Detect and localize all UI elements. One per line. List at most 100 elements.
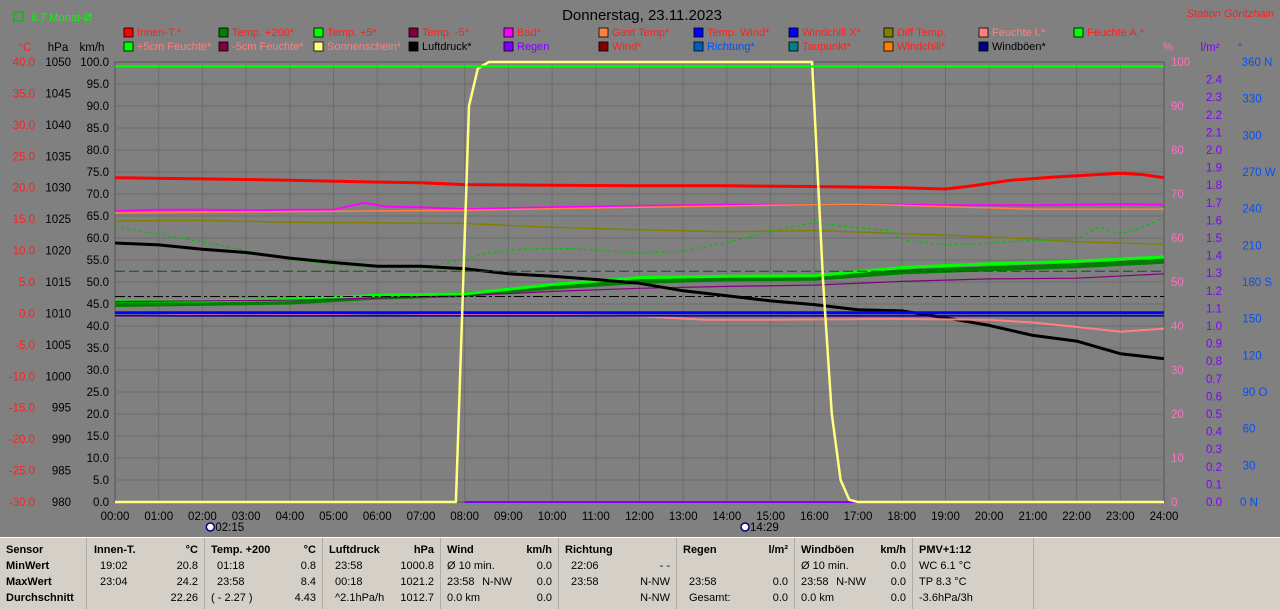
tick-label-rain: 0.6 xyxy=(1206,391,1222,403)
chart-title: Donnerstag, 23.11.2023 xyxy=(562,7,722,24)
legend-swatch[interactable] xyxy=(123,27,134,38)
tick-label-rain: 1.6 xyxy=(1206,215,1222,227)
legend-swatch[interactable] xyxy=(408,41,419,52)
tick-label-rain: 1.9 xyxy=(1206,163,1222,175)
legend-swatch[interactable] xyxy=(1073,27,1084,38)
tick-label-temp: 0.0 xyxy=(19,308,35,320)
stats-cell: -3.6hPa/3h xyxy=(919,592,973,604)
axis-unit-direction: ° xyxy=(1238,42,1243,54)
tick-label-rain: 1.0 xyxy=(1206,321,1222,333)
stats-unit: °C xyxy=(185,544,198,556)
stats-row: -3.6hPa/3h xyxy=(919,590,1027,606)
stats-cell: TP 8.3 °C xyxy=(919,576,967,588)
tick-label-direction: 330 xyxy=(1242,94,1261,106)
tick-label-rain: 1.2 xyxy=(1206,286,1222,298)
legend-swatch[interactable] xyxy=(788,27,799,38)
legend-label: Windböen* xyxy=(992,41,1047,53)
tick-label-humidity: 90 xyxy=(1171,101,1184,113)
axis-unit-humidity: % xyxy=(1163,42,1173,54)
tick-label-pressure: 1000 xyxy=(45,371,71,383)
stats-row: 19:02 20.8 xyxy=(94,558,198,574)
tick-label-humidity: 80 xyxy=(1171,145,1184,157)
tick-label-wind: 85.0 xyxy=(87,123,109,135)
monthly-avg-label: 6.7 Monat-Ø xyxy=(31,12,93,24)
stats-cell: 1021.2 xyxy=(400,576,434,588)
stats-cell: 01:18 xyxy=(217,560,245,572)
tick-label-temp: -30.0 xyxy=(9,497,35,509)
tick-label-temp: 35.0 xyxy=(13,88,35,100)
legend-swatch[interactable] xyxy=(313,41,324,52)
station-name: Station Göritzhain xyxy=(1187,8,1274,20)
stats-cell: 0.0 xyxy=(772,576,788,588)
stats-cell: N-NW xyxy=(482,576,512,588)
tick-label-rain: 1.7 xyxy=(1206,198,1222,210)
tick-label-wind: 75.0 xyxy=(87,167,109,179)
legend-swatch[interactable] xyxy=(788,41,799,52)
stats-cell: 4.43 xyxy=(294,592,316,604)
sun-time-label: 02:15 xyxy=(215,522,244,534)
legend-swatch[interactable] xyxy=(218,41,229,52)
tick-label-pressure: 1005 xyxy=(45,340,71,352)
series-line xyxy=(114,258,1165,308)
legend-swatch[interactable] xyxy=(693,27,704,38)
monthly-avg-checkbox[interactable] xyxy=(13,11,24,22)
axis-unit-rain: l/m² xyxy=(1200,42,1219,54)
axis-unit-temp: °C xyxy=(19,42,32,54)
tick-label-temp: 5.0 xyxy=(19,277,35,289)
tick-label-rain: 0.2 xyxy=(1206,462,1222,474)
row-labels: Sensor MinWert MaxWert Durchschnitt xyxy=(0,538,87,609)
legend-swatch[interactable] xyxy=(408,27,419,38)
tick-label-pressure: 1025 xyxy=(45,214,71,226)
stats-name: Richtung xyxy=(565,544,613,556)
stats-cell: Ø 10 min. xyxy=(447,560,495,572)
legend-swatch[interactable] xyxy=(883,41,894,52)
tick-label-temp: -20.0 xyxy=(9,434,35,446)
legend-swatch[interactable] xyxy=(218,27,229,38)
legend-label: Diff Temp. xyxy=(897,27,946,39)
stats-cell: 1000.8 xyxy=(400,560,434,572)
tick-label-x: 18:00 xyxy=(887,511,916,523)
tick-label-humidity: 20 xyxy=(1171,409,1184,421)
legend-swatch[interactable] xyxy=(503,27,514,38)
stats-cell: WC 6.1 °C xyxy=(919,560,972,572)
legend-swatch[interactable] xyxy=(883,27,894,38)
tick-label-rain: 0.7 xyxy=(1206,374,1222,386)
legend-swatch[interactable] xyxy=(123,41,134,52)
tick-label-direction: 90 O xyxy=(1243,387,1268,399)
tick-label-humidity: 40 xyxy=(1171,321,1184,333)
stats-row: 00:18 1021.2 xyxy=(329,574,434,590)
stats-cell: 0.0 xyxy=(890,560,906,572)
tick-label-pressure: 1015 xyxy=(45,277,71,289)
legend-label: Richtung* xyxy=(707,41,755,53)
tick-label-pressure: 1050 xyxy=(45,57,71,69)
tick-label-humidity: 0 xyxy=(1171,497,1177,509)
legend-swatch[interactable] xyxy=(693,41,704,52)
tick-label-x: 23:00 xyxy=(1106,511,1135,523)
stats-row: TP 8.3 °C xyxy=(919,574,1027,590)
tick-label-temp: 15.0 xyxy=(13,214,35,226)
tick-label-x: 09:00 xyxy=(494,511,523,523)
stats-name: PMV+1:12 xyxy=(919,544,972,556)
legend-swatch[interactable] xyxy=(978,27,989,38)
series-line xyxy=(115,60,1164,504)
legend-swatch[interactable] xyxy=(503,41,514,52)
tick-label-x: 06:00 xyxy=(363,511,392,523)
legend-swatch[interactable] xyxy=(978,41,989,52)
legend-swatch[interactable] xyxy=(598,27,609,38)
tick-label-x: 08:00 xyxy=(450,511,479,523)
legend-label: Feuchte I.* xyxy=(992,27,1046,39)
legend-swatch[interactable] xyxy=(313,27,324,38)
stats-row: ( - 2.27 ) 4.43 xyxy=(211,590,316,606)
tick-label-pressure: 1035 xyxy=(45,151,71,163)
tick-label-rain: 1.8 xyxy=(1206,180,1222,192)
tick-label-pressure: 1020 xyxy=(45,246,71,258)
legend-label: Gast Temp* xyxy=(612,27,670,39)
tick-label-rain: 0.4 xyxy=(1206,427,1223,439)
stats-cell: 23:58 xyxy=(689,576,717,588)
tick-label-temp: 20.0 xyxy=(13,183,35,195)
tick-label-direction: 150 xyxy=(1242,314,1261,326)
tick-label-wind: 50.0 xyxy=(87,277,109,289)
weather-chart: Donnerstag, 23.11.2023 Station Göritzhai… xyxy=(8,7,1276,534)
tick-label-rain: 2.2 xyxy=(1206,110,1222,122)
legend-swatch[interactable] xyxy=(598,41,609,52)
